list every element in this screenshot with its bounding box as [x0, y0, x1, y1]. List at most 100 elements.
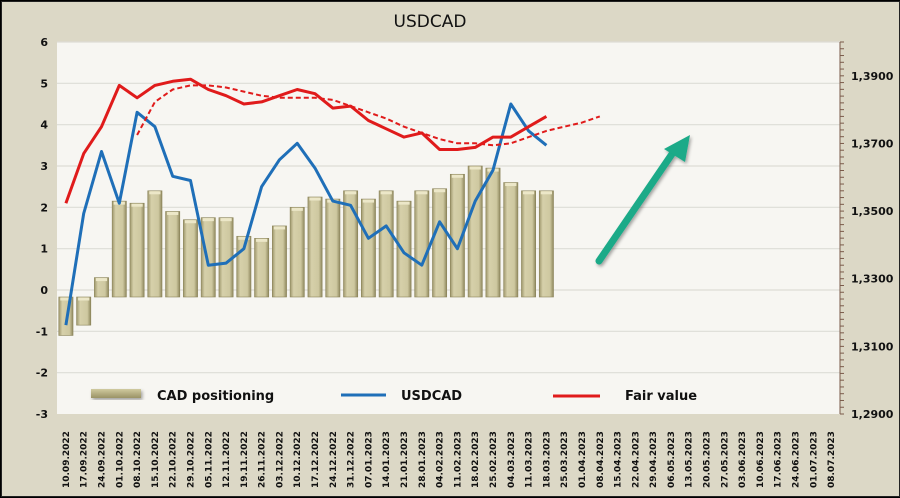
- x-tick-label: 15.10.2022: [151, 431, 161, 488]
- chart-title: USDCAD: [394, 12, 467, 32]
- bar: [396, 200, 412, 298]
- bar: [129, 202, 145, 298]
- left-tick-label: 1: [40, 243, 48, 256]
- bar-highlight: [469, 166, 481, 170]
- bar-highlight: [238, 236, 250, 240]
- bar: [272, 225, 287, 298]
- right-tick-label: 1,3700: [851, 137, 894, 150]
- bar-highlight: [273, 226, 286, 230]
- x-tick-label: 19.11.2022: [240, 431, 250, 488]
- x-tick-label: 24.09.2022: [97, 431, 107, 488]
- bar-highlight: [433, 189, 446, 193]
- fair-value-trend-line: [136, 84, 601, 147]
- legend-swatch-bar: [91, 389, 141, 398]
- bar-highlight: [291, 207, 303, 211]
- x-tick-label: 29.10.2022: [186, 431, 196, 488]
- bar-highlight: [256, 238, 268, 242]
- bar-highlight: [167, 211, 179, 215]
- x-tick-label: 11.02.2023: [453, 431, 463, 488]
- left-axis: 6 5 4 3 2 1 0 -1 -2 -3: [36, 36, 49, 421]
- bar: [76, 296, 92, 326]
- bar: [254, 238, 270, 298]
- left-tick-label: 5: [40, 77, 48, 90]
- bar-highlight: [184, 220, 197, 224]
- x-tick-label: 20.05.2023: [703, 431, 713, 488]
- bar-highlight: [149, 191, 161, 195]
- bar: [521, 190, 536, 298]
- left-tick-label: -3: [36, 408, 48, 421]
- x-tick-label: 03.06.2023: [738, 431, 748, 488]
- bar: [538, 190, 554, 298]
- x-tick-label: 08.04.2023: [596, 431, 606, 488]
- legend-item-cad-positioning: CAD positioning: [91, 389, 274, 404]
- bar: [183, 219, 198, 298]
- left-tick-label: -2: [36, 367, 48, 380]
- x-axis: 10.09.2022 17.09.2022 24.09.2022 01.10.2022…: [62, 431, 837, 488]
- bar: [165, 211, 181, 298]
- left-tick-label: 6: [40, 36, 48, 49]
- x-tick-label: 25.03.2023: [560, 431, 570, 488]
- left-tick-label: -1: [36, 325, 48, 338]
- x-tick-label: 22.04.2023: [631, 431, 641, 488]
- x-tick-label: 10.12.2022: [293, 431, 303, 488]
- x-tick-label: 14.01.2023: [382, 431, 392, 488]
- left-tick-label: 3: [40, 160, 48, 173]
- bar: [361, 198, 376, 298]
- bar-highlight: [451, 174, 464, 178]
- bar-highlight: [202, 218, 214, 222]
- left-tick-label: 2: [40, 201, 48, 214]
- legend-label: Fair value: [625, 389, 697, 404]
- bar-highlight: [416, 191, 428, 195]
- legend: CAD positioning USDCAD Fair value: [91, 389, 697, 404]
- x-tick-label: 04.02.2023: [436, 431, 446, 488]
- bar-highlight: [380, 191, 392, 195]
- right-tick-label: 1,3500: [851, 205, 894, 218]
- x-tick-label: 08.10.2022: [133, 431, 143, 488]
- right-tick-label: 1,2900: [851, 408, 894, 421]
- bar: [432, 188, 448, 298]
- legend-item-usdcad: USDCAD: [341, 389, 462, 404]
- bar-highlight: [522, 191, 535, 195]
- right-axis: 1,3900 1,3700 1,3500 1,3300 1,3100 1,2900: [839, 41, 894, 421]
- x-tick-label: 26.11.2022: [258, 431, 268, 488]
- bar: [94, 277, 109, 298]
- x-tick-label: 18.03.2023: [542, 431, 552, 488]
- x-tick-label: 10.09.2022: [62, 431, 72, 488]
- left-tick-label: 4: [40, 119, 48, 132]
- x-tick-label: 17.06.2023: [774, 431, 784, 488]
- x-tick-label: 11.03.2023: [525, 431, 535, 488]
- legend-label: CAD positioning: [157, 389, 274, 404]
- x-tick-label: 08.07.2023: [827, 431, 837, 488]
- x-tick-label: 05.11.2022: [204, 431, 214, 488]
- right-tick-label: 1,3900: [851, 70, 894, 83]
- x-tick-label: 04.03.2023: [507, 431, 517, 488]
- legend-label: USDCAD: [401, 389, 462, 404]
- x-tick-label: 06.05.2023: [667, 431, 677, 488]
- x-tick-label: 18.02.2023: [471, 431, 481, 488]
- x-tick-label: 22.10.2022: [169, 431, 179, 488]
- bar: [503, 182, 519, 298]
- bar: [378, 190, 394, 298]
- x-tick-label: 13.05.2023: [685, 431, 695, 488]
- x-tick-label: 27.05.2023: [720, 431, 730, 488]
- x-tick-label: 24.06.2023: [792, 431, 802, 488]
- x-tick-label: 03.12.2022: [275, 431, 285, 488]
- bar: [147, 190, 163, 298]
- bar-highlight: [362, 199, 375, 203]
- bar-highlight: [131, 203, 143, 207]
- bar: [485, 167, 501, 298]
- bar-highlight: [540, 191, 552, 195]
- bar: [200, 217, 216, 298]
- grid-lines: [57, 41, 840, 374]
- bar: [414, 190, 430, 298]
- x-tick-label: 01.10.2022: [115, 431, 125, 488]
- line-series: [64, 77, 601, 326]
- bar: [111, 200, 127, 298]
- x-tick-label: 12.11.2022: [222, 431, 232, 488]
- x-tick-label: 25.02.2023: [489, 431, 499, 488]
- right-tick-label: 1,3300: [851, 273, 894, 286]
- bar-highlight: [398, 201, 410, 205]
- right-tick-label: 1,3100: [851, 340, 894, 353]
